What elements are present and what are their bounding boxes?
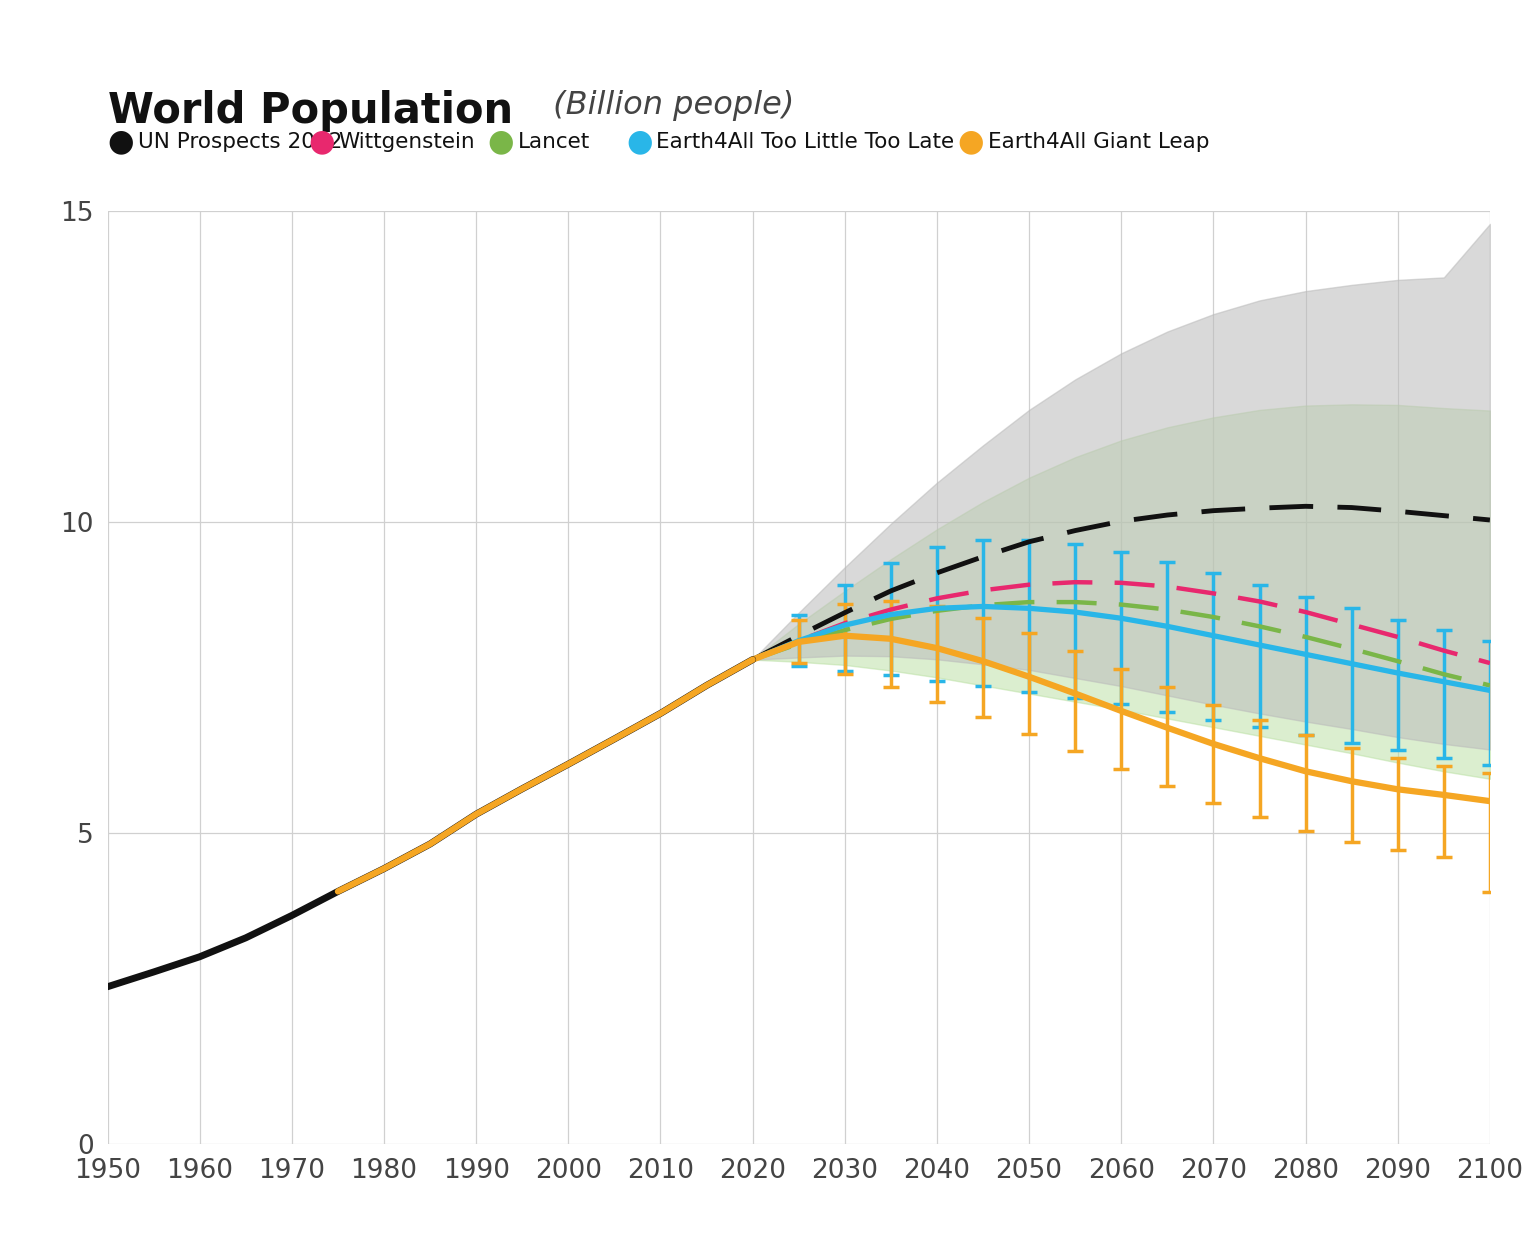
Text: ●: ● <box>307 127 335 156</box>
Text: (Billion people): (Billion people) <box>544 91 794 121</box>
Text: UN Prospects 2022: UN Prospects 2022 <box>138 132 343 152</box>
Text: Earth4All Too Little Too Late: Earth4All Too Little Too Late <box>656 132 954 152</box>
Text: ●: ● <box>488 127 515 156</box>
Text: ●: ● <box>627 127 653 156</box>
Text: Wittgenstein: Wittgenstein <box>338 132 475 152</box>
Text: ●: ● <box>108 127 134 156</box>
Text: ●: ● <box>958 127 985 156</box>
Text: Earth4All Giant Leap: Earth4All Giant Leap <box>988 132 1210 152</box>
Text: World Population: World Population <box>108 91 513 132</box>
Text: Lancet: Lancet <box>518 132 590 152</box>
